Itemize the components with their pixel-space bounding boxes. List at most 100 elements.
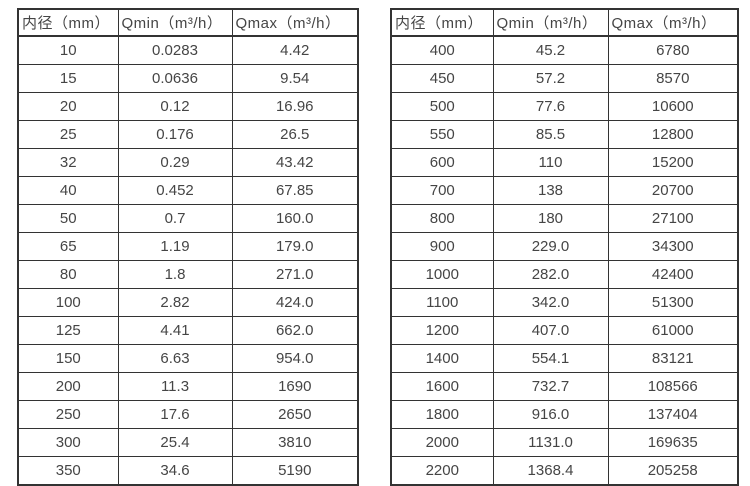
header-qmin: Qmin（m³/h） [492, 8, 609, 37]
cell-qmax: 20700 [607, 176, 739, 205]
table-row: 550 85.5 12800 [390, 120, 739, 149]
table-row: 40 0.452 67.85 [17, 176, 359, 205]
cell-qmin: 6.63 [117, 344, 233, 373]
table-row: 600 110 15200 [390, 148, 739, 177]
cell-qmax: 954.0 [231, 344, 359, 373]
cell-qmin: 554.1 [492, 344, 609, 373]
table-row: 2200 1368.4 205258 [390, 456, 739, 486]
cell-diameter: 15 [17, 64, 119, 93]
cell-qmin: 138 [492, 176, 609, 205]
cell-qmin: 0.0636 [117, 64, 233, 93]
cell-diameter: 100 [17, 288, 119, 317]
cell-qmin: 282.0 [492, 260, 609, 289]
table-row: 500 77.6 10600 [390, 92, 739, 121]
cell-diameter: 500 [390, 92, 494, 121]
table-row: 32 0.29 43.42 [17, 148, 359, 177]
table-row: 100 2.82 424.0 [17, 288, 359, 317]
cell-qmax: 43.42 [231, 148, 359, 177]
cell-qmax: 26.5 [231, 120, 359, 149]
cell-qmin: 0.0283 [117, 35, 233, 65]
cell-qmin: 1.8 [117, 260, 233, 289]
header-diameter: 内径（mm） [390, 8, 494, 37]
cell-qmax: 5190 [231, 456, 359, 486]
table-row: 1600 732.7 108566 [390, 372, 739, 401]
cell-qmin: 17.6 [117, 400, 233, 429]
cell-qmax: 1690 [231, 372, 359, 401]
cell-qmin: 0.12 [117, 92, 233, 121]
flow-rate-table-small-diameters: 内径（mm） Qmin（m³/h） Qmax（m³/h） 10 0.0283 4.4… [17, 8, 359, 486]
cell-diameter: 1100 [390, 288, 494, 317]
table-row: 125 4.41 662.0 [17, 316, 359, 345]
table-row: 15 0.0636 9.54 [17, 64, 359, 93]
cell-qmax: 4.42 [231, 35, 359, 65]
cell-diameter: 1000 [390, 260, 494, 289]
cell-qmax: 16.96 [231, 92, 359, 121]
cell-qmin: 2.82 [117, 288, 233, 317]
cell-qmin: 4.41 [117, 316, 233, 345]
cell-diameter: 600 [390, 148, 494, 177]
cell-diameter: 2000 [390, 428, 494, 457]
table-row: 350 34.6 5190 [17, 456, 359, 486]
header-qmin: Qmin（m³/h） [117, 8, 233, 37]
cell-diameter: 350 [17, 456, 119, 486]
table-row: 2000 1131.0 169635 [390, 428, 739, 457]
cell-diameter: 65 [17, 232, 119, 261]
table-row: 1400 554.1 83121 [390, 344, 739, 373]
cell-qmin: 34.6 [117, 456, 233, 486]
table-row: 900 229.0 34300 [390, 232, 739, 261]
cell-qmin: 0.7 [117, 204, 233, 233]
table-row: 700 138 20700 [390, 176, 739, 205]
cell-diameter: 25 [17, 120, 119, 149]
table-row: 150 6.63 954.0 [17, 344, 359, 373]
flow-rate-table-large-diameters: 内径（mm） Qmin（m³/h） Qmax（m³/h） 400 45.2 6780… [390, 8, 739, 486]
cell-qmin: 57.2 [492, 64, 609, 93]
cell-qmax: 137404 [607, 400, 739, 429]
cell-diameter: 150 [17, 344, 119, 373]
table-row: 250 17.6 2650 [17, 400, 359, 429]
table-row: 200 11.3 1690 [17, 372, 359, 401]
cell-diameter: 700 [390, 176, 494, 205]
header-qmax: Qmax（m³/h） [231, 8, 359, 37]
cell-diameter: 40 [17, 176, 119, 205]
table-row: 800 180 27100 [390, 204, 739, 233]
cell-qmax: 2650 [231, 400, 359, 429]
cell-qmax: 10600 [607, 92, 739, 121]
cell-diameter: 250 [17, 400, 119, 429]
cell-diameter: 800 [390, 204, 494, 233]
cell-qmax: 9.54 [231, 64, 359, 93]
table-row: 65 1.19 179.0 [17, 232, 359, 261]
cell-diameter: 1800 [390, 400, 494, 429]
cell-diameter: 400 [390, 35, 494, 65]
cell-qmax: 179.0 [231, 232, 359, 261]
cell-qmin: 732.7 [492, 372, 609, 401]
cell-diameter: 200 [17, 372, 119, 401]
cell-diameter: 300 [17, 428, 119, 457]
header-qmax: Qmax（m³/h） [607, 8, 739, 37]
cell-qmin: 916.0 [492, 400, 609, 429]
cell-qmin: 45.2 [492, 35, 609, 65]
cell-qmin: 77.6 [492, 92, 609, 121]
cell-diameter: 80 [17, 260, 119, 289]
cell-qmax: 169635 [607, 428, 739, 457]
cell-qmax: 3810 [231, 428, 359, 457]
cell-qmax: 51300 [607, 288, 739, 317]
cell-diameter: 1400 [390, 344, 494, 373]
cell-qmax: 6780 [607, 35, 739, 65]
cell-qmax: 67.85 [231, 176, 359, 205]
table-row: 25 0.176 26.5 [17, 120, 359, 149]
cell-qmin: 25.4 [117, 428, 233, 457]
cell-qmin: 1131.0 [492, 428, 609, 457]
cell-qmax: 34300 [607, 232, 739, 261]
cell-diameter: 20 [17, 92, 119, 121]
cell-qmin: 110 [492, 148, 609, 177]
cell-qmax: 205258 [607, 456, 739, 486]
cell-qmin: 11.3 [117, 372, 233, 401]
table-row: 1000 282.0 42400 [390, 260, 739, 289]
table-row: 300 25.4 3810 [17, 428, 359, 457]
cell-qmin: 180 [492, 204, 609, 233]
table-row: 50 0.7 160.0 [17, 204, 359, 233]
cell-diameter: 550 [390, 120, 494, 149]
table-row: 10 0.0283 4.42 [17, 35, 359, 65]
cell-diameter: 900 [390, 232, 494, 261]
